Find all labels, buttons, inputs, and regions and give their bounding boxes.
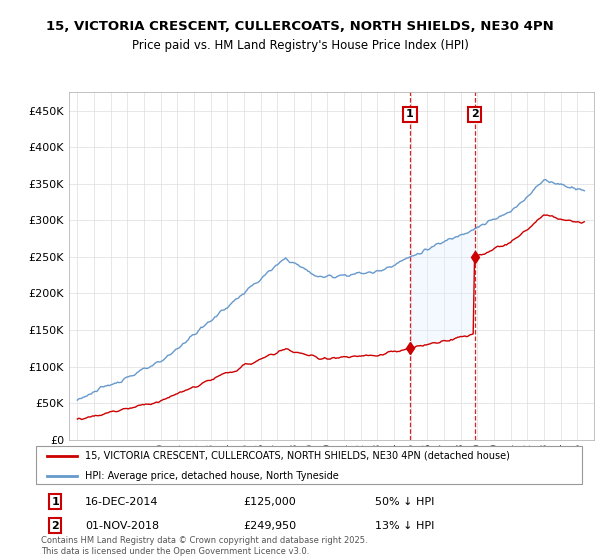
Text: 2: 2 [471,109,479,119]
Text: Price paid vs. HM Land Registry's House Price Index (HPI): Price paid vs. HM Land Registry's House … [131,39,469,52]
Text: 01-NOV-2018: 01-NOV-2018 [85,521,159,531]
Text: 13% ↓ HPI: 13% ↓ HPI [374,521,434,531]
Text: 2: 2 [51,521,59,531]
Text: 15, VICTORIA CRESCENT, CULLERCOATS, NORTH SHIELDS, NE30 4PN (detached house): 15, VICTORIA CRESCENT, CULLERCOATS, NORT… [85,451,510,461]
Text: 16-DEC-2014: 16-DEC-2014 [85,497,158,507]
Text: 1: 1 [51,497,59,507]
FancyBboxPatch shape [36,446,582,484]
Text: £249,950: £249,950 [244,521,296,531]
Text: 15, VICTORIA CRESCENT, CULLERCOATS, NORTH SHIELDS, NE30 4PN: 15, VICTORIA CRESCENT, CULLERCOATS, NORT… [46,20,554,32]
Text: Contains HM Land Registry data © Crown copyright and database right 2025.
This d: Contains HM Land Registry data © Crown c… [41,536,368,556]
Text: 50% ↓ HPI: 50% ↓ HPI [374,497,434,507]
Text: HPI: Average price, detached house, North Tyneside: HPI: Average price, detached house, Nort… [85,471,339,481]
Text: 1: 1 [406,109,414,119]
Text: £125,000: £125,000 [244,497,296,507]
